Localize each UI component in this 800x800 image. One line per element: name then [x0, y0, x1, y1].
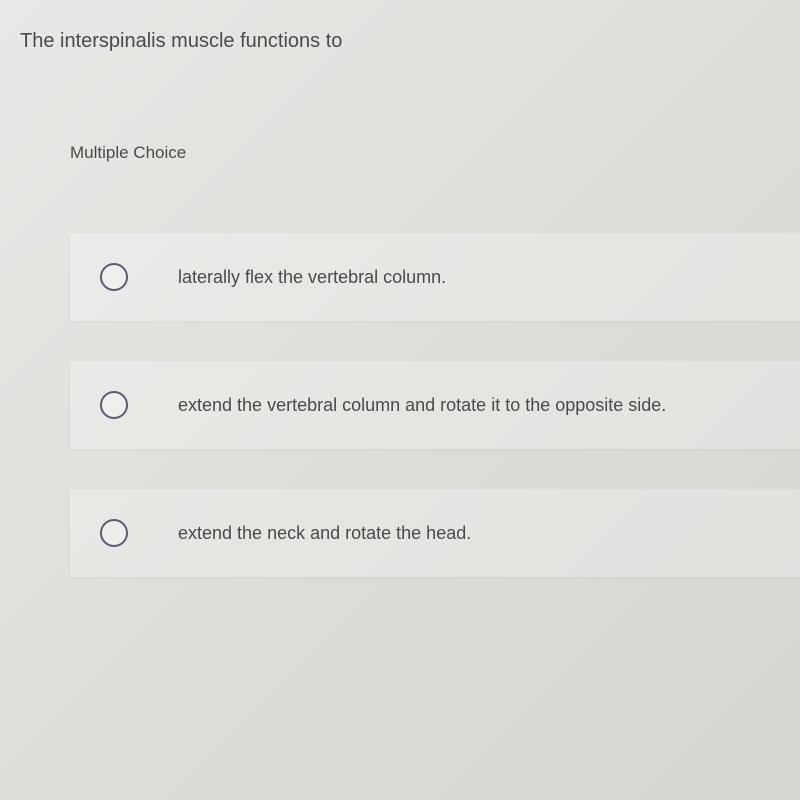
- radio-icon[interactable]: [100, 391, 128, 419]
- radio-icon[interactable]: [100, 263, 128, 291]
- option-row-0[interactable]: laterally flex the vertebral column.: [70, 233, 800, 321]
- option-text: extend the neck and rotate the head.: [178, 523, 471, 544]
- option-text: laterally flex the vertebral column.: [178, 267, 446, 288]
- radio-icon[interactable]: [100, 519, 128, 547]
- question-text: The interspinalis muscle functions to: [20, 30, 800, 53]
- multiple-choice-label: Multiple Choice: [70, 143, 800, 163]
- option-row-1[interactable]: extend the vertebral column and rotate i…: [70, 361, 800, 449]
- option-row-2[interactable]: extend the neck and rotate the head.: [70, 489, 800, 577]
- option-text: extend the vertebral column and rotate i…: [178, 395, 666, 416]
- multiple-choice-container: Multiple Choice laterally flex the verte…: [70, 143, 800, 577]
